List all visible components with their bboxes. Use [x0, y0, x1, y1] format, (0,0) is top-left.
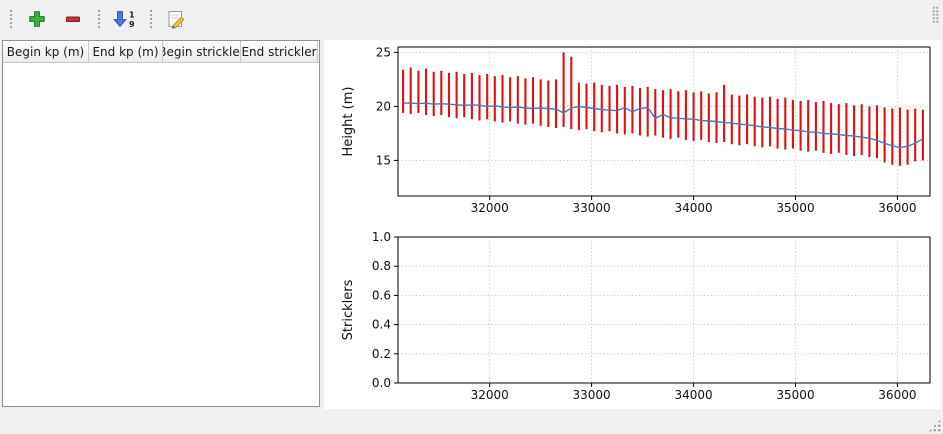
svg-text:32000: 32000 — [471, 201, 509, 215]
edit-button[interactable] — [162, 4, 192, 34]
add-row-button[interactable] — [22, 4, 52, 34]
sort-rows-button[interactable]: 1 9 — [110, 4, 140, 34]
sort-numeric-icon: 1 9 — [113, 11, 135, 29]
svg-text:0.6: 0.6 — [372, 288, 391, 302]
plus-icon — [29, 11, 45, 27]
column-header-label: Begin kp (m) — [6, 44, 85, 59]
charts-canvas: 32000 33000 34000 35000 36000 15 20 25 Height (m… — [341, 45, 931, 402]
toolbar-handle[interactable] — [96, 8, 102, 30]
svg-text:33000: 33000 — [573, 388, 611, 402]
column-header-1[interactable]: Begin kp (m) — [3, 41, 89, 62]
edit-pencil-icon — [168, 11, 185, 29]
svg-text:20: 20 — [376, 99, 391, 113]
toolbar-handle[interactable] — [148, 8, 154, 30]
svg-text:35000: 35000 — [776, 201, 814, 215]
svg-text:35000: 35000 — [776, 388, 814, 402]
header-filler — [318, 41, 319, 62]
svg-text:34000: 34000 — [675, 201, 713, 215]
table-header-row: Begin kp (m) End kp (m) Begin strickler End… — [3, 41, 319, 63]
column-header-label: End strickler — [241, 44, 317, 59]
column-header-label: Begin strickler — [163, 44, 241, 59]
sort-icon-digit-bottom: 9 — [129, 20, 135, 29]
svg-text:15: 15 — [376, 153, 391, 167]
svg-text:1.0: 1.0 — [372, 230, 391, 244]
stricklers-chart: 32000 33000 34000 35000 36000 0.0 0.2 0.4 0.6 0.8… — [341, 230, 931, 402]
sort-icon-digit-top: 1 — [129, 11, 135, 20]
svg-text:Height (m): Height (m) — [341, 87, 356, 157]
column-header-4[interactable]: End strickler — [241, 41, 318, 62]
table-body[interactable] — [3, 63, 319, 406]
status-bar — [0, 410, 943, 434]
minus-icon — [66, 16, 80, 22]
column-header-3[interactable]: Begin strickler — [163, 41, 241, 62]
svg-text:0.8: 0.8 — [372, 259, 391, 273]
column-header-2[interactable]: End kp (m) — [89, 41, 163, 62]
svg-text:0.2: 0.2 — [372, 347, 391, 361]
svg-text:Stricklers: Stricklers — [341, 279, 356, 340]
toolbar-handle[interactable] — [8, 8, 14, 30]
toolbar: 1 9 — [0, 0, 943, 38]
column-header-label: End kp (m) — [92, 44, 159, 59]
remove-row-button[interactable] — [58, 4, 88, 34]
svg-text:25: 25 — [376, 45, 391, 59]
height-chart: 32000 33000 34000 35000 36000 15 20 25 Height (m… — [341, 45, 931, 215]
toolbar-extension-grip[interactable] — [932, 6, 939, 24]
svg-text:36000: 36000 — [878, 388, 916, 402]
svg-text:32000: 32000 — [471, 388, 509, 402]
charts-panel: 32000 33000 34000 35000 36000 15 20 25 Height (m… — [324, 40, 941, 409]
size-grip[interactable] — [928, 419, 941, 432]
svg-text:33000: 33000 — [573, 201, 611, 215]
strickler-table: Begin kp (m) End kp (m) Begin strickler End… — [2, 40, 320, 407]
svg-text:34000: 34000 — [675, 388, 713, 402]
svg-text:0.4: 0.4 — [372, 318, 391, 332]
svg-text:0.0: 0.0 — [372, 376, 391, 390]
svg-text:36000: 36000 — [878, 201, 916, 215]
